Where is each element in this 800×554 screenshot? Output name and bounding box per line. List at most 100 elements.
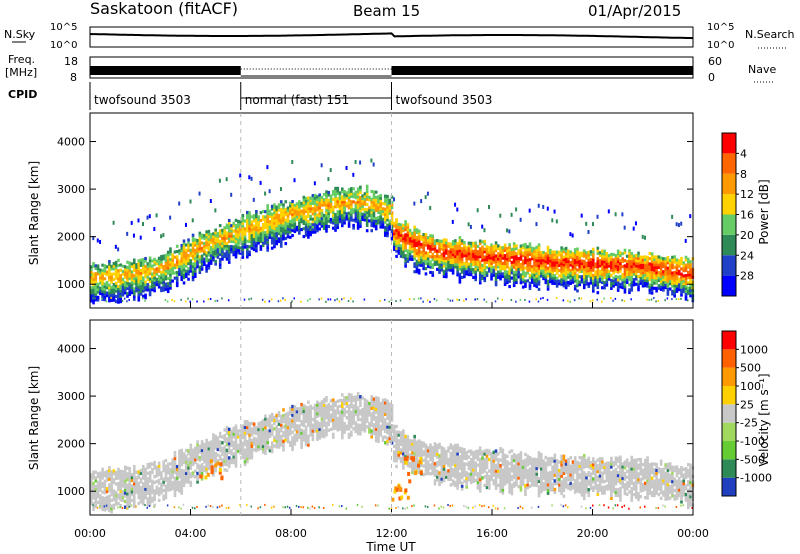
power-echo-cell [528,276,532,280]
power-echo-cell [578,262,582,266]
power-echo-cell [576,257,579,262]
power-echo-cell [264,223,267,227]
velocity-echo-cell [288,420,292,425]
power-echo-cell [248,234,251,238]
power-ground-noise [476,298,479,301]
power-echo-cell [257,223,260,227]
power-echo-cell [248,224,251,228]
velocity-echo-cell [101,470,104,474]
velocity-echo-cell [119,495,122,499]
power-echo-cell [288,227,292,232]
power-echo-cell [546,284,550,289]
power-echo-cell [431,258,435,262]
velocity-echo-cell [164,470,168,474]
power-echo-cell [123,280,127,285]
velocity-echo-cell [166,468,170,472]
power-echo-cell [363,213,367,217]
power-echo-cell [277,216,281,220]
power-ground-noise [282,297,284,300]
velocity-echo-cell [313,417,317,422]
power-echo-cell [94,295,98,299]
velocity-echo-cell [123,499,127,504]
power-echo-cell [587,256,591,260]
power-echo-cell [395,231,398,235]
power-echo-cell [580,254,584,258]
power-colorbar-swatch-1 [722,255,736,276]
power-echo-cell [180,249,184,253]
power-echo-cell [537,203,540,208]
power-echo-cell [515,275,518,279]
power-echo-cell [370,216,373,220]
power-echo-cell [630,264,634,269]
power-echo-cell [270,236,274,240]
power-echo-cell [447,244,450,248]
power-echo-cell [311,228,315,232]
power-echo-cell [196,252,199,256]
velocity-echo-cell [92,470,95,474]
velocity-echo-cell [123,465,127,469]
velocity-echo-cell [311,432,315,436]
power-echo-cell [544,275,548,279]
power-echo-cell [467,241,471,245]
velocity-echo-cell [320,431,324,435]
power-echo-cell [601,262,604,266]
power-echo-cell [151,280,154,284]
power-echo-cell [128,282,132,286]
power-echo-cell [664,262,667,266]
power-echo-cell [508,274,511,278]
velocity-echo-cell [252,439,256,443]
power-echo-cell [275,213,279,217]
power-echo-cell [435,241,439,245]
velocity-echo-cell [239,434,242,438]
power-echo-cell [370,223,373,228]
power-echo-cell [684,258,688,262]
power-echo-cell [429,265,432,269]
power-echo-cell [426,259,430,263]
power-echo-cell [108,273,111,277]
power-echo-cell [535,258,539,262]
power-echo-cell [573,274,577,278]
power-echo-cell [92,288,95,292]
power-echo-cell [295,204,299,208]
velocity-echo-cell [343,410,346,414]
power-echo-cell [194,259,197,263]
velocity-echo-cell [298,407,301,411]
power-echo-cell [252,245,256,249]
power-echo-cell [94,272,98,276]
velocity-echo-cell [302,435,306,439]
power-echo-cell [533,273,536,277]
velocity-echo-cell [180,485,184,490]
power-echo-cell [343,195,346,199]
power-echo-cell [236,240,240,244]
power-echo-cell [544,262,548,266]
power-echo-cell [628,277,631,282]
power-echo-cell [307,199,310,203]
power-echo-cell [146,275,150,279]
power-echo-cell [657,271,661,275]
power-echo-cell [567,252,570,256]
power-echo-cell [680,275,683,279]
power-ground-noise [329,298,332,301]
power-echo-cell [117,274,120,278]
power-echo-cell [494,249,498,253]
power-echo-cell [277,237,281,241]
velocity-echo-cell [139,477,143,481]
power-echo-cell [309,214,312,218]
power-echo-cell [569,273,572,278]
velocity-echo-cell [119,475,122,479]
velocity-echo-cell [137,484,141,488]
power-echo-cell [653,281,656,285]
power-echo-cell [578,280,582,284]
power-echo-cell [413,236,416,240]
power-echo-cell [619,277,622,281]
power-echo-cell [449,258,453,262]
power-echo-cell [279,218,283,222]
velocity-echo-cell [198,447,202,451]
power-ground-noise [675,298,678,301]
power-echo-cell [594,265,597,269]
velocity-ground-noise [130,504,133,507]
power-echo-cell [659,287,663,291]
velocity-echo-cell [157,464,161,468]
velocity-echo-cell [325,396,328,400]
power-echo-cell [483,276,487,280]
